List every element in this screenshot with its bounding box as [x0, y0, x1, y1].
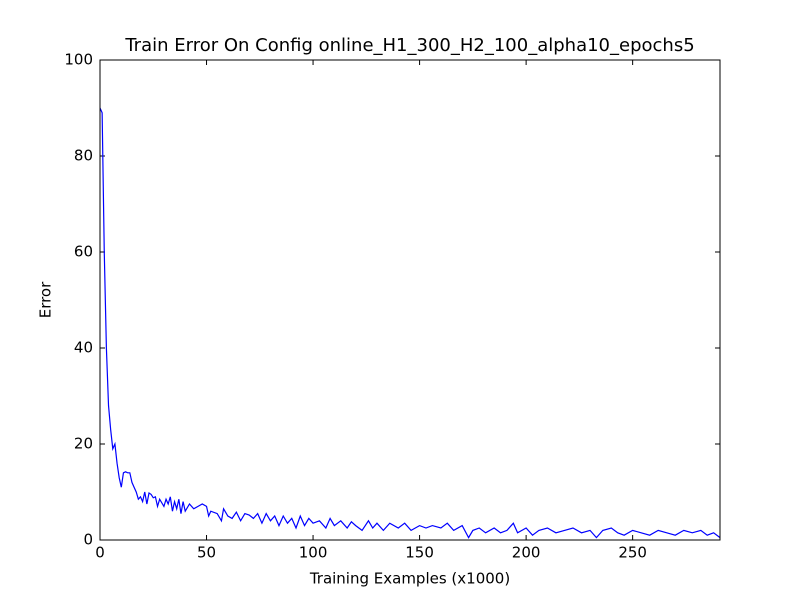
x-tick-label: 0	[95, 544, 105, 562]
data-line	[99, 107, 721, 539]
x-tick-label: 100	[299, 544, 328, 562]
y-tick-label: 20	[74, 435, 93, 453]
x-tick-label: 150	[405, 544, 434, 562]
y-tick-label: 80	[74, 147, 93, 165]
x-axis-label: Training Examples (x1000)	[309, 570, 510, 588]
y-tick-label: 100	[64, 51, 93, 69]
x-tick-label: 200	[512, 544, 541, 562]
y-axis-label: Error	[37, 281, 55, 318]
x-tick-label: 50	[197, 544, 216, 562]
y-tick-label: 60	[74, 243, 93, 261]
chart-title: Train Error On Config online_H1_300_H2_1…	[124, 35, 694, 56]
x-tick-label: 250	[618, 544, 647, 562]
plot-frame	[99, 59, 721, 541]
y-tick-label: 40	[74, 339, 93, 357]
y-tick-label: 0	[83, 531, 93, 549]
